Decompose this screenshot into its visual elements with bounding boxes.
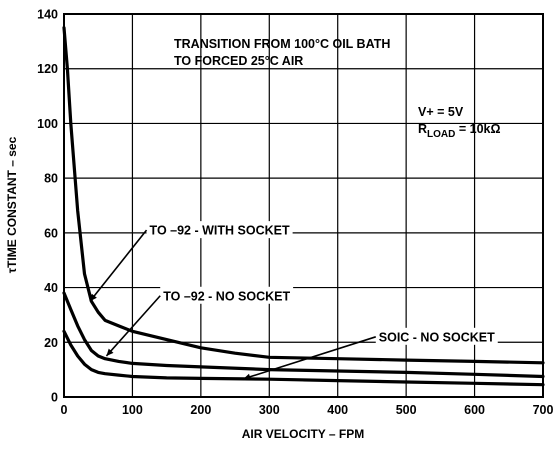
leader-arrowhead-1: [106, 348, 114, 356]
y-tick-label-2: 40: [44, 281, 58, 295]
y-tick-label-5: 100: [37, 117, 58, 131]
series-label-2: SOIC - NO SOCKET: [379, 330, 495, 344]
series-line-0: [62, 26, 545, 365]
y-tick-label-0: 0: [51, 391, 58, 405]
leader-line-1: [105, 295, 161, 357]
x-tick-label-0: 0: [61, 403, 68, 417]
y-tick-label-4: 80: [44, 172, 58, 186]
x-tick-label-1: 100: [122, 403, 143, 417]
x-tick-label-5: 500: [396, 403, 417, 417]
y-tick-label-3: 60: [44, 226, 58, 240]
supply-voltage-label: V+ = 5V: [418, 105, 464, 119]
condition-line-2: TO FORCED 25°C AIR: [174, 54, 303, 68]
series-line-2: [62, 329, 545, 387]
plot-frame: [63, 13, 544, 398]
series-label-bg-2: [375, 327, 498, 345]
y-tick-label-7: 140: [37, 8, 58, 22]
x-tick-label-6: 600: [464, 403, 485, 417]
load-value: = 10kΩ: [455, 122, 500, 136]
load-subscript: LOAD: [427, 129, 455, 140]
series-label-bg-1: [160, 286, 294, 304]
x-tick-label-7: 700: [533, 403, 554, 417]
x-tick-label-4: 400: [327, 403, 348, 417]
x-tick-label-3: 300: [259, 403, 280, 417]
tick-labels: 0 100 200 300 400 500 600 700 0 20 40 60 80 100 120 140: [37, 8, 553, 418]
series-label-0: TO –92 - WITH SOCKET: [150, 224, 290, 238]
y-tick-label-1: 20: [44, 336, 58, 350]
leader-line-2: [243, 336, 377, 380]
load-resistance-label: RLOAD = 10kΩ: [418, 122, 501, 140]
leader-line-0: [89, 229, 148, 302]
y-tick-label-6: 120: [37, 62, 58, 76]
x-tick-label-2: 200: [190, 403, 211, 417]
series-line-1: [62, 291, 545, 379]
series-label-1: TO –92 - NO SOCKET: [163, 289, 290, 303]
grid: [64, 14, 543, 397]
y-axis-title: τTIME CONSTANT – sec: [5, 136, 19, 273]
load-prefix: R: [418, 122, 427, 136]
leader-arrowhead-2: [243, 373, 251, 380]
series-lines: [62, 26, 545, 387]
leader-arrowhead-0: [90, 293, 97, 302]
series-label-bg-0: [146, 221, 293, 239]
series-labels: TO –92 - WITH SOCKET TO –92 - NO SOCKET SO…: [89, 221, 498, 380]
x-axis-title: AIR VELOCITY – FPM: [242, 427, 364, 441]
condition-line-1: TRANSITION FROM 100°C OIL BATH: [174, 37, 390, 51]
